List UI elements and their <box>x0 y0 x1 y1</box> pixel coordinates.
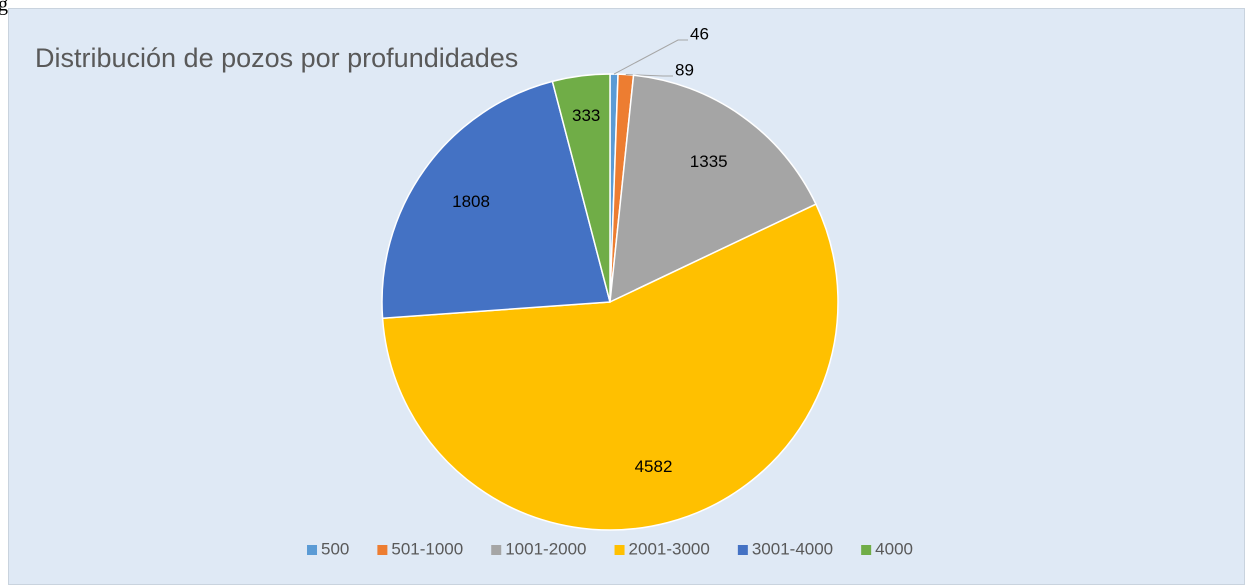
legend-swatch <box>737 545 748 555</box>
chart-title: Distribución de pozos por profundidades <box>35 43 518 73</box>
legend-label: 4000 <box>875 539 913 558</box>
data-label: 1808 <box>452 192 490 211</box>
pie-slice <box>551 73 611 303</box>
legend-swatch <box>307 545 318 555</box>
legend-label: 500 <box>321 539 349 558</box>
legend-swatch <box>861 545 872 555</box>
pie-slice <box>609 74 817 304</box>
text-fragment: g <box>0 0 8 16</box>
data-label: 46 <box>690 24 709 43</box>
legend-label: 3001-4000 <box>752 539 833 558</box>
legend-label: 1001-2000 <box>505 539 586 558</box>
pie-slice <box>381 203 839 531</box>
legend-swatch <box>491 545 502 555</box>
legend-label: 2001-3000 <box>629 539 710 558</box>
data-label: 333 <box>572 106 600 125</box>
legend-swatch <box>377 545 388 555</box>
data-label: 4582 <box>635 457 673 476</box>
leader-line <box>613 39 688 75</box>
legend-label: 501-1000 <box>391 539 463 558</box>
data-label: 1335 <box>690 152 728 171</box>
pie-slice <box>381 80 611 320</box>
data-label: 89 <box>675 60 694 79</box>
legend-swatch <box>614 545 625 555</box>
